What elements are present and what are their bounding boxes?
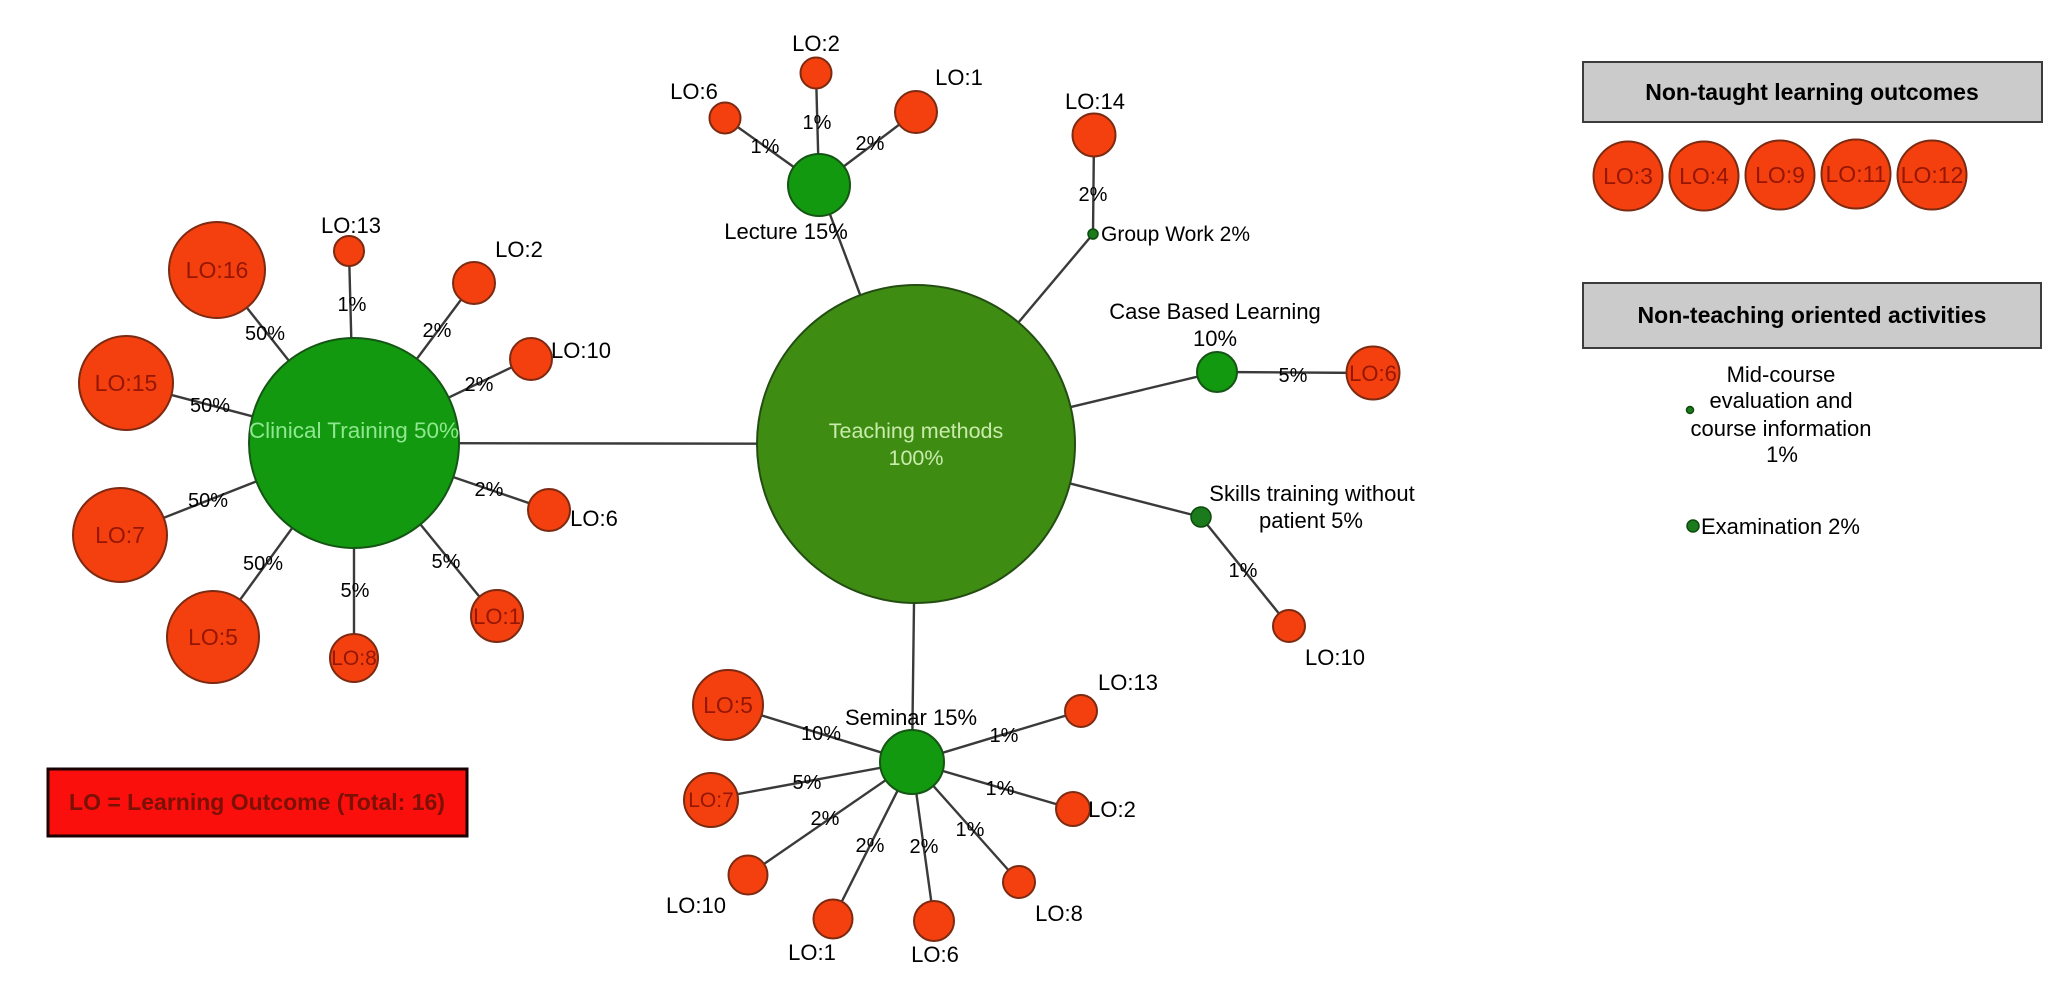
svg-text:LO:7: LO:7 — [688, 789, 734, 812]
svg-text:LO:2: LO:2 — [495, 237, 543, 262]
svg-text:50%: 50% — [245, 323, 285, 345]
svg-text:Seminar 15%: Seminar 15% — [845, 705, 977, 730]
svg-text:100%: 100% — [889, 446, 944, 470]
svg-text:2%: 2% — [423, 320, 452, 342]
svg-text:Skills training without: Skills training without — [1209, 481, 1414, 506]
svg-text:LO:1: LO:1 — [473, 604, 521, 629]
svg-text:evaluation and: evaluation and — [1709, 388, 1852, 413]
svg-text:2%: 2% — [910, 836, 939, 858]
svg-text:5%: 5% — [432, 551, 461, 573]
svg-text:50%: 50% — [243, 553, 283, 575]
svg-text:LO:13: LO:13 — [1098, 670, 1158, 695]
svg-text:Group Work 2%: Group Work 2% — [1101, 223, 1250, 246]
svg-text:LO:11: LO:11 — [1826, 161, 1887, 187]
svg-text:LO:4: LO:4 — [1679, 163, 1729, 189]
svg-text:Non-taught learning outcomes: Non-taught learning outcomes — [1645, 79, 1979, 105]
svg-text:10%: 10% — [1193, 326, 1237, 351]
svg-text:2%: 2% — [465, 374, 494, 396]
svg-text:LO:6: LO:6 — [911, 942, 959, 967]
svg-text:LO:1: LO:1 — [788, 940, 836, 965]
svg-text:2%: 2% — [475, 479, 504, 501]
svg-text:Teaching methods: Teaching methods — [829, 419, 1004, 443]
svg-text:LO:8: LO:8 — [1035, 901, 1083, 926]
svg-text:LO:5: LO:5 — [188, 624, 238, 650]
svg-text:LO:14: LO:14 — [1065, 89, 1125, 114]
svg-text:5%: 5% — [793, 772, 822, 794]
svg-text:50%: 50% — [188, 490, 228, 512]
svg-text:LO:10: LO:10 — [551, 338, 611, 363]
svg-text:1%: 1% — [338, 294, 367, 316]
svg-text:Clinical Training 50%: Clinical Training 50% — [249, 418, 459, 443]
svg-text:1%: 1% — [803, 112, 832, 134]
svg-text:LO:3: LO:3 — [1603, 163, 1653, 189]
svg-text:1%: 1% — [986, 778, 1015, 800]
svg-text:Examination 2%: Examination 2% — [1701, 514, 1860, 539]
svg-text:2%: 2% — [856, 133, 885, 155]
svg-text:1%: 1% — [990, 725, 1019, 747]
svg-text:Non-teaching oriented activiti: Non-teaching oriented activities — [1638, 302, 1987, 328]
svg-text:LO:6: LO:6 — [670, 79, 718, 104]
svg-text:2%: 2% — [1079, 184, 1108, 206]
svg-text:10%: 10% — [801, 723, 841, 745]
svg-text:course information: course information — [1691, 416, 1872, 441]
svg-text:LO:10: LO:10 — [666, 893, 726, 918]
svg-text:patient 5%: patient 5% — [1259, 508, 1363, 533]
svg-text:50%: 50% — [190, 395, 230, 417]
svg-text:LO:1: LO:1 — [935, 65, 983, 90]
svg-text:Case Based Learning: Case Based Learning — [1109, 299, 1321, 324]
svg-text:2%: 2% — [856, 835, 885, 857]
svg-text:5%: 5% — [341, 580, 370, 602]
svg-text:LO:13: LO:13 — [321, 213, 381, 238]
svg-text:LO:8: LO:8 — [331, 647, 377, 670]
svg-text:LO:6: LO:6 — [570, 506, 618, 531]
svg-text:1%: 1% — [751, 136, 780, 158]
svg-text:LO:16: LO:16 — [186, 257, 249, 283]
svg-text:LO:2: LO:2 — [1088, 797, 1136, 822]
svg-text:LO:6: LO:6 — [1349, 361, 1397, 386]
svg-text:LO = Learning Outcome (Total:: LO = Learning Outcome (Total: 16) — [69, 789, 445, 815]
svg-text:LO:9: LO:9 — [1755, 162, 1805, 188]
svg-text:1%: 1% — [1229, 560, 1258, 582]
svg-text:LO:12: LO:12 — [1901, 162, 1964, 188]
svg-text:LO:15: LO:15 — [95, 370, 158, 396]
svg-text:LO:10: LO:10 — [1305, 645, 1365, 670]
svg-text:LO:5: LO:5 — [703, 692, 753, 718]
svg-text:Mid-course: Mid-course — [1727, 362, 1836, 387]
svg-text:LO:7: LO:7 — [95, 522, 145, 548]
svg-text:1%: 1% — [956, 819, 985, 841]
svg-text:Lecture 15%: Lecture 15% — [724, 219, 848, 244]
svg-text:2%: 2% — [811, 808, 840, 830]
svg-text:5%: 5% — [1279, 365, 1308, 387]
svg-text:1%: 1% — [1766, 442, 1798, 467]
svg-text:LO:2: LO:2 — [792, 31, 840, 56]
